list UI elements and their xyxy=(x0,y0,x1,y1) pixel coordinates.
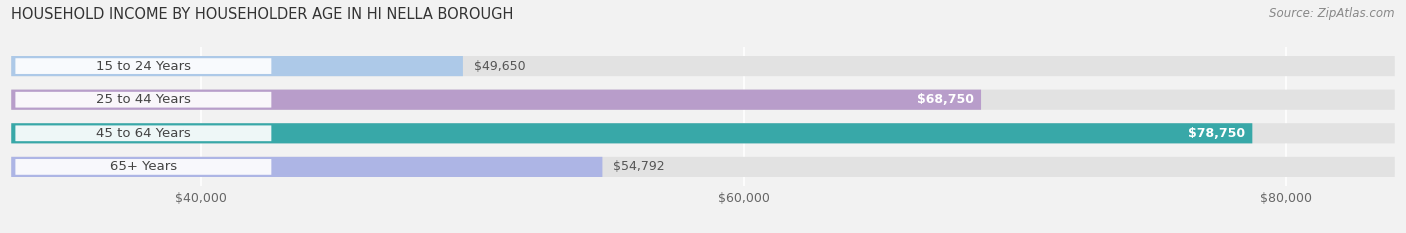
FancyBboxPatch shape xyxy=(15,58,271,74)
Text: 15 to 24 Years: 15 to 24 Years xyxy=(96,60,191,73)
FancyBboxPatch shape xyxy=(11,90,1395,110)
FancyBboxPatch shape xyxy=(11,157,602,177)
FancyBboxPatch shape xyxy=(15,125,271,141)
Text: $49,650: $49,650 xyxy=(474,60,526,73)
FancyBboxPatch shape xyxy=(11,123,1395,143)
Text: Source: ZipAtlas.com: Source: ZipAtlas.com xyxy=(1270,7,1395,20)
FancyBboxPatch shape xyxy=(11,56,1395,76)
Text: 25 to 44 Years: 25 to 44 Years xyxy=(96,93,191,106)
FancyBboxPatch shape xyxy=(11,123,1253,143)
FancyBboxPatch shape xyxy=(11,90,981,110)
FancyBboxPatch shape xyxy=(11,157,1395,177)
FancyBboxPatch shape xyxy=(11,56,463,76)
Text: HOUSEHOLD INCOME BY HOUSEHOLDER AGE IN HI NELLA BOROUGH: HOUSEHOLD INCOME BY HOUSEHOLDER AGE IN H… xyxy=(11,7,513,22)
Text: $78,750: $78,750 xyxy=(1188,127,1246,140)
Text: 65+ Years: 65+ Years xyxy=(110,160,177,173)
Text: $68,750: $68,750 xyxy=(917,93,974,106)
FancyBboxPatch shape xyxy=(15,159,271,175)
Text: 45 to 64 Years: 45 to 64 Years xyxy=(96,127,191,140)
Text: $54,792: $54,792 xyxy=(613,160,665,173)
FancyBboxPatch shape xyxy=(15,92,271,108)
